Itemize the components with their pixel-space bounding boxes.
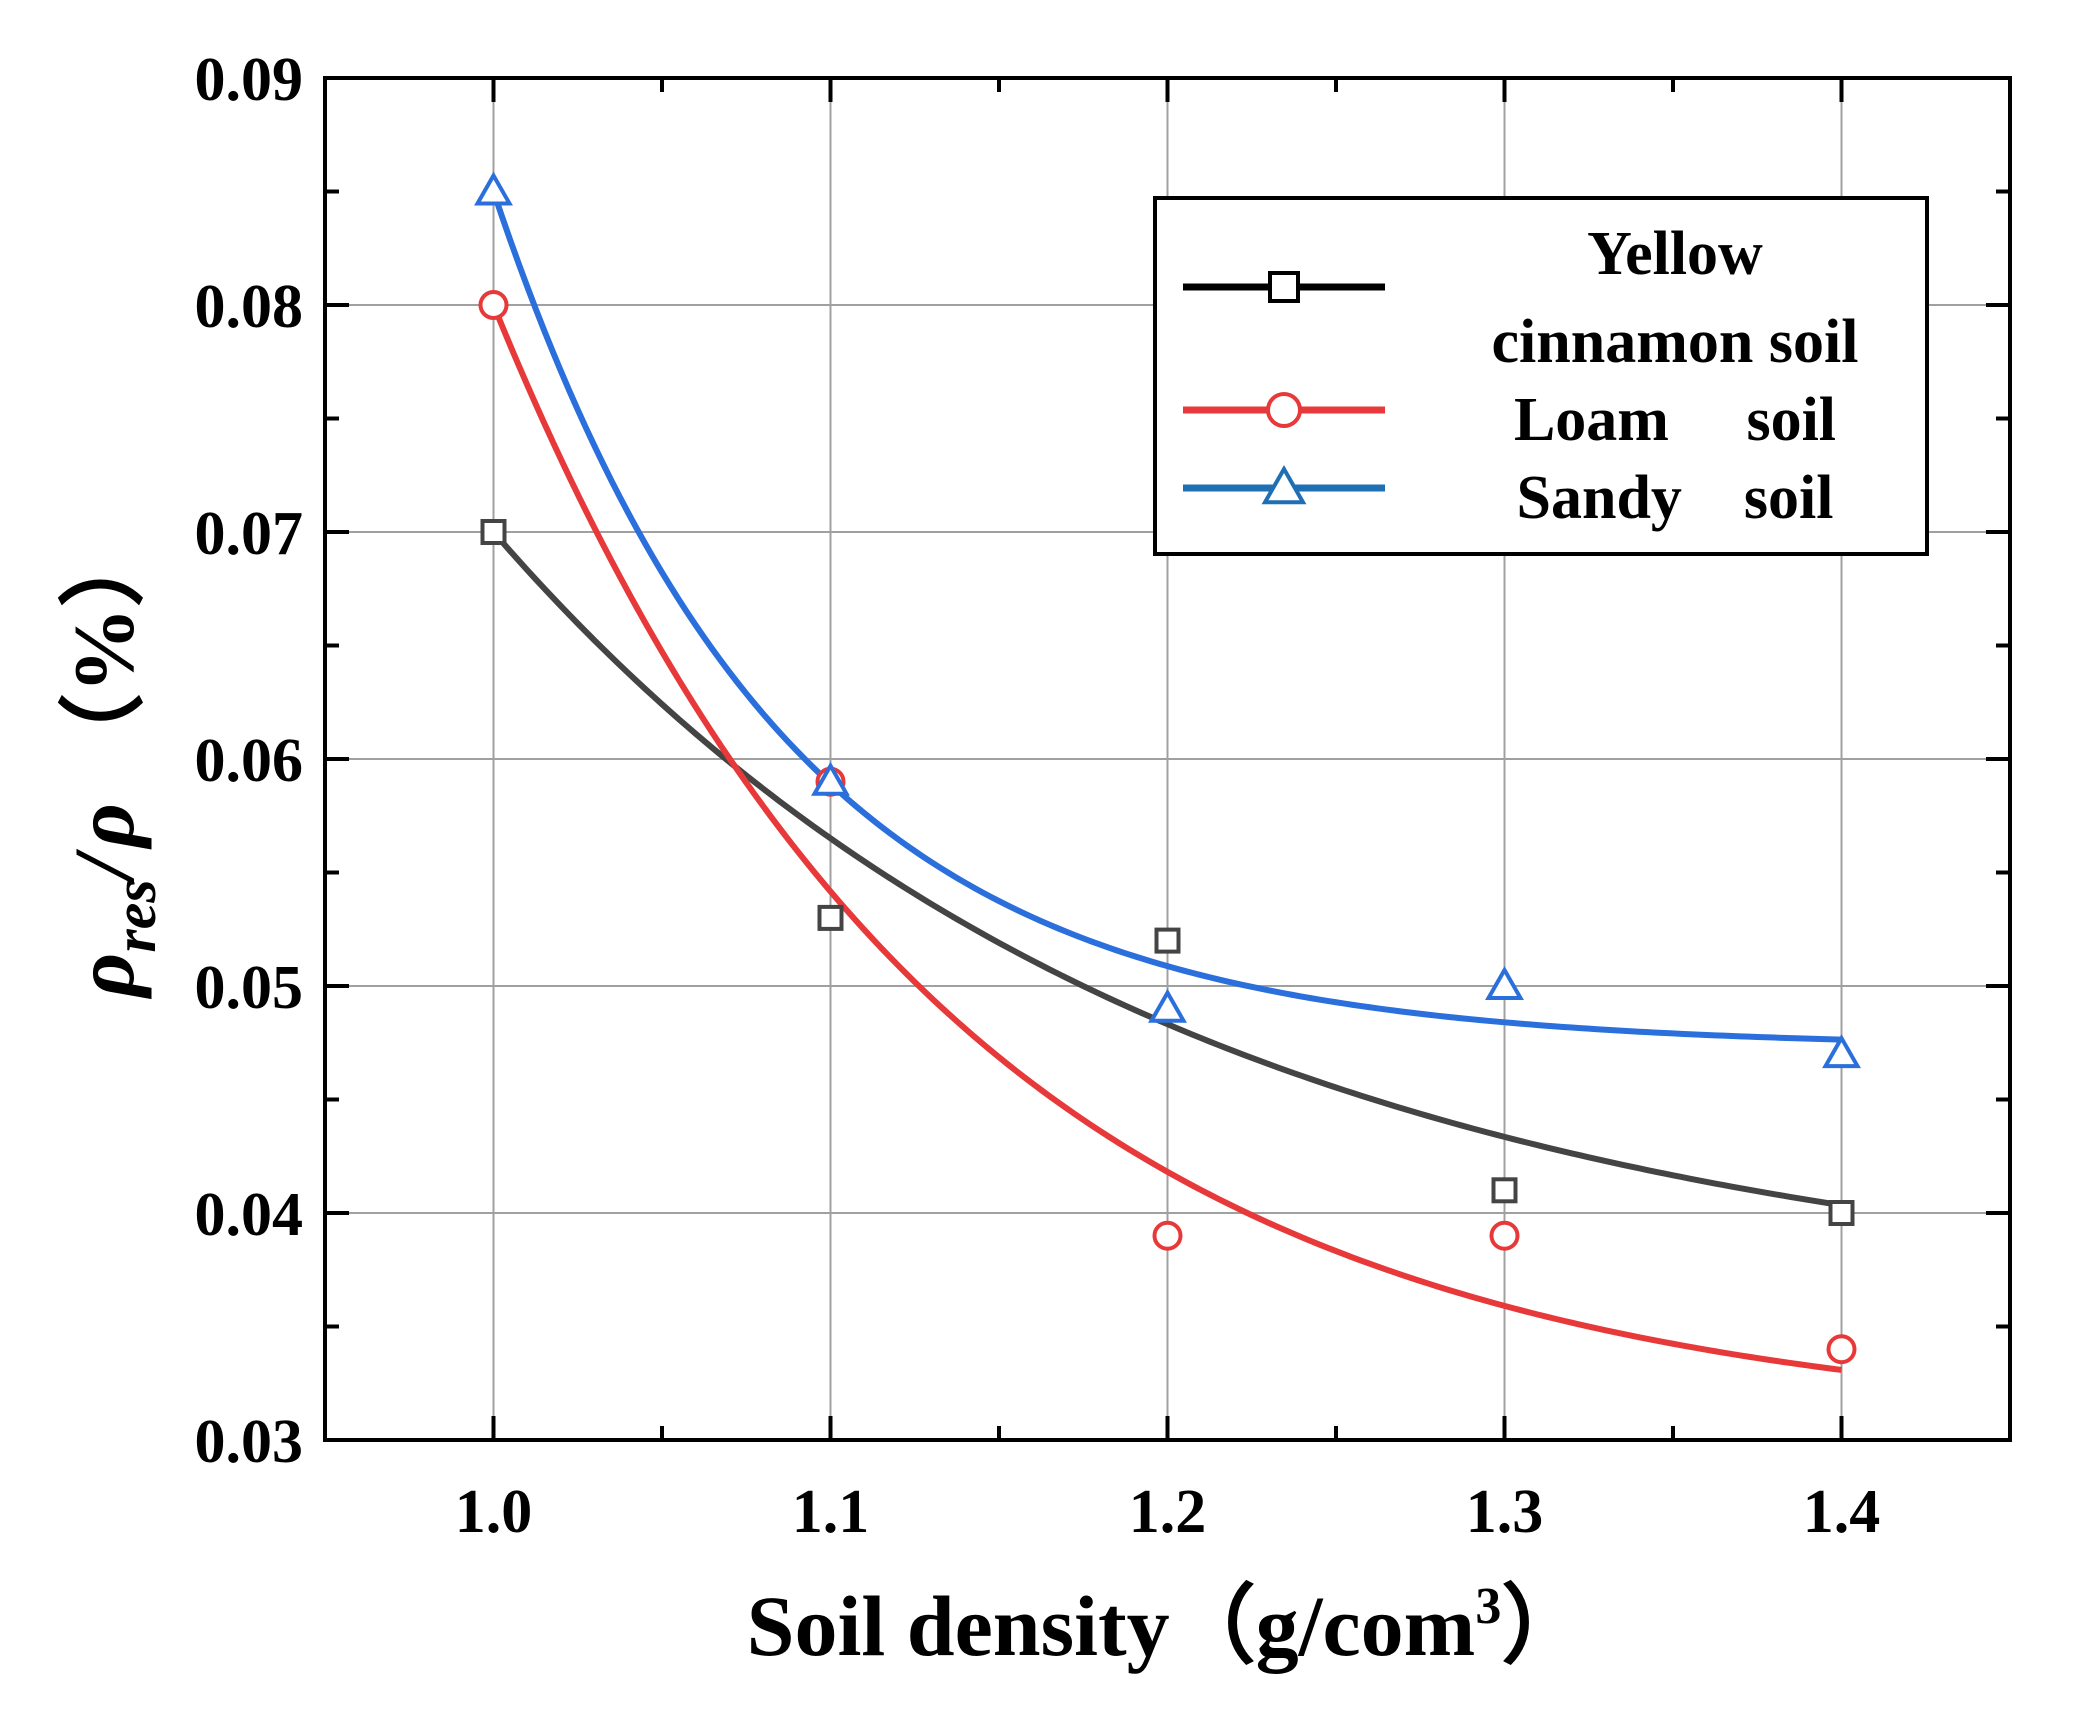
tick-labels: 1.0 1.1 1.2 1.3 1.4 0.03 0.04 0.05 0.06 0.07 0.08 0… xyxy=(195,46,1881,1546)
data-point-square xyxy=(480,519,507,545)
y-tick-label: 0.05 xyxy=(195,954,304,1022)
data-point-triangle xyxy=(474,171,513,206)
data-point-circle xyxy=(1826,1334,1857,1365)
fit-curves xyxy=(490,190,1842,1373)
data-point-triangle xyxy=(1822,1034,1861,1069)
data-point-triangle xyxy=(1485,965,1524,1000)
y-tick-label: 0.04 xyxy=(195,1181,304,1249)
y-tick-label: 0.06 xyxy=(195,727,304,795)
data-point-square xyxy=(817,904,844,931)
x-tick-label: 1.3 xyxy=(1466,1478,1544,1546)
fit-curve-circle xyxy=(490,303,1842,1373)
data-point-circle xyxy=(1489,1220,1520,1251)
legend-marker-circle xyxy=(1266,392,1302,428)
legend-label-yellow-line2: cinnamon soil xyxy=(1492,308,1859,376)
data-point-triangle xyxy=(811,761,850,796)
legend-label-yellow-line1: Yellow xyxy=(1587,220,1763,288)
data-point-square xyxy=(1154,927,1181,954)
legend-marker-square xyxy=(1268,271,1300,303)
fit-curve-square xyxy=(491,530,1842,1209)
axis-ticks xyxy=(325,76,2010,1442)
legend: Yellow cinnamon soil Loam soil Sandy soi… xyxy=(1153,196,1929,556)
y-tick-label: 0.07 xyxy=(195,500,304,568)
data-point-circle xyxy=(1152,1220,1183,1251)
x-axis-title: Soil density（g/com3） xyxy=(747,1578,1588,1674)
legend-label-sandy: Sandy soil xyxy=(1516,464,1833,532)
y-tick-label: 0.08 xyxy=(195,273,304,341)
x-tick-label: 1.4 xyxy=(1803,1478,1881,1546)
data-point-triangle xyxy=(1148,988,1187,1023)
y-tick-label: 0.03 xyxy=(195,1408,304,1476)
y-tick-label: 0.09 xyxy=(195,46,304,114)
x-tick-label: 1.2 xyxy=(1129,1478,1207,1546)
data-markers xyxy=(474,171,1861,1365)
legend-marker-triangle xyxy=(1261,464,1307,505)
fit-curve-triangle xyxy=(490,190,1842,1043)
x-tick-label: 1.0 xyxy=(455,1478,533,1546)
legend-label-loam: Loam soil xyxy=(1514,386,1836,454)
legend-symbols xyxy=(1183,271,1385,505)
data-point-square xyxy=(1828,1200,1855,1226)
data-point-square xyxy=(1491,1177,1518,1204)
data-point-circle xyxy=(478,290,509,320)
x-tick-label: 1.1 xyxy=(792,1478,870,1546)
